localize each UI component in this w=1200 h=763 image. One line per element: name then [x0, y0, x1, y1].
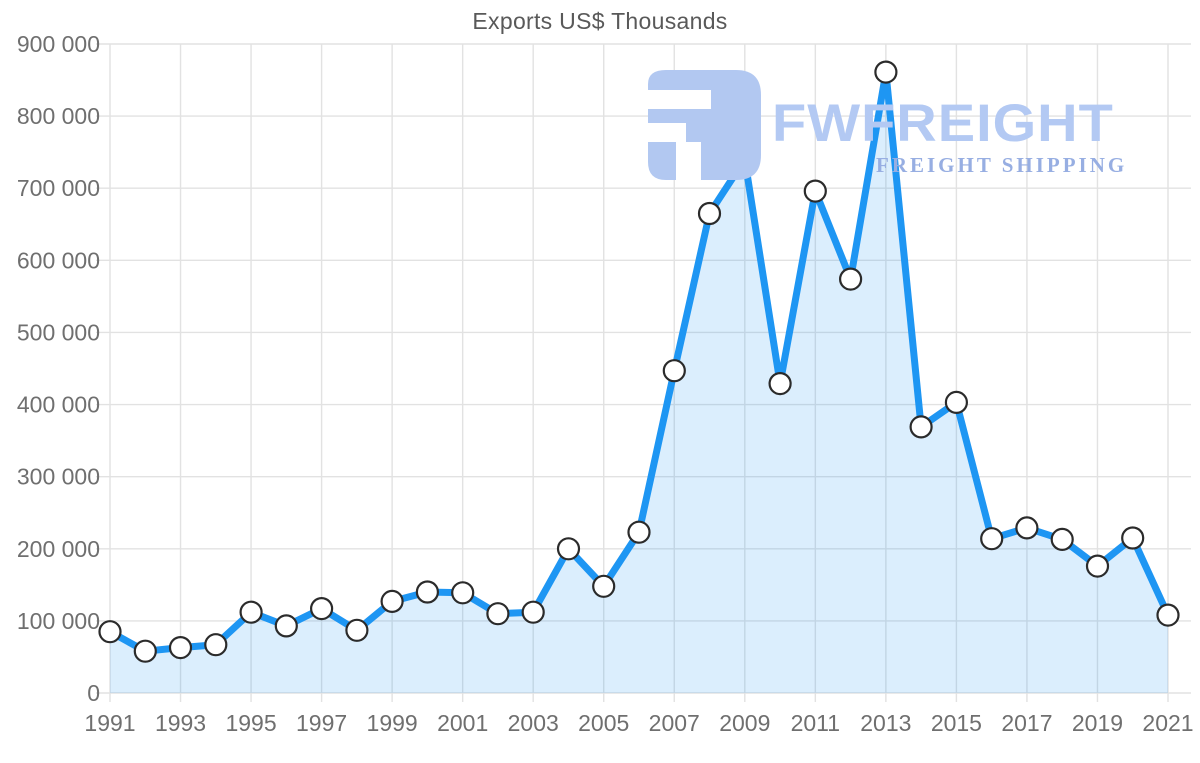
x-axis-tick-label: 1991 — [84, 710, 135, 736]
series-area-fill — [110, 72, 1168, 694]
data-point-1996[interactable] — [274, 614, 298, 638]
data-point-1994[interactable] — [204, 633, 228, 657]
data-point-2014[interactable] — [909, 415, 933, 439]
data-point-1999[interactable] — [380, 589, 404, 614]
data-point-1991[interactable] — [98, 620, 122, 644]
data-point-2004[interactable] — [556, 537, 581, 561]
x-axis-tick-label: 2017 — [1001, 710, 1052, 736]
x-axis-tick-label: 1999 — [367, 710, 418, 736]
x-axis-tick-label: 2007 — [649, 710, 700, 736]
data-point-2015[interactable] — [944, 390, 969, 414]
data-point-2008[interactable] — [697, 201, 722, 226]
data-point-2005[interactable] — [592, 574, 616, 598]
data-point-2018[interactable] — [1050, 527, 1074, 552]
data-point-2021[interactable] — [1156, 603, 1180, 627]
x-axis-tick-label: 1995 — [225, 710, 276, 736]
data-point-2010[interactable] — [768, 372, 792, 396]
chart-title: Exports US$ Thousands — [472, 8, 728, 34]
data-point-2007[interactable] — [662, 359, 686, 383]
x-axis-tick-label: 2005 — [578, 710, 629, 736]
x-axis-tick-label: 2021 — [1142, 710, 1193, 736]
x-axis-tick-label: 1993 — [155, 710, 206, 736]
data-point-2012[interactable] — [838, 267, 863, 291]
data-point-2019[interactable] — [1085, 554, 1110, 578]
data-point-2003[interactable] — [521, 600, 545, 624]
data-point-1998[interactable] — [345, 618, 369, 642]
x-axis-tick-label: 2019 — [1072, 710, 1123, 736]
x-axis-tick-label: 2013 — [860, 710, 911, 736]
data-point-2001[interactable] — [451, 581, 475, 605]
x-axis-tick-label: 2015 — [931, 710, 982, 736]
data-point-2016[interactable] — [980, 527, 1004, 551]
x-axis-tick-label: 2001 — [437, 710, 488, 736]
data-point-2000[interactable] — [415, 580, 439, 604]
y-axis-tick-label: 600 000 — [17, 247, 100, 273]
y-axis-tick-label: 0 — [87, 680, 100, 706]
data-point-2020[interactable] — [1121, 526, 1145, 550]
y-axis-tick-label: 300 000 — [17, 464, 100, 490]
data-point-2017[interactable] — [1015, 516, 1039, 540]
y-axis-tick-label: 200 000 — [17, 536, 100, 562]
x-axis-tick-label: 1997 — [296, 710, 347, 736]
data-point-1995[interactable] — [239, 600, 263, 624]
x-axis-tick-label: 2011 — [791, 710, 840, 736]
data-point-2002[interactable] — [486, 602, 510, 626]
data-point-1993[interactable] — [168, 635, 193, 660]
y-axis-tick-label: 700 000 — [17, 175, 100, 201]
data-point-2011[interactable] — [803, 179, 827, 203]
y-axis-tick-label: 500 000 — [17, 319, 100, 345]
y-axis-tick-label: 800 000 — [17, 103, 100, 129]
data-point-2009[interactable] — [733, 147, 757, 171]
y-axis-tick-label: 100 000 — [17, 608, 100, 634]
data-point-2006[interactable] — [627, 520, 651, 544]
data-point-1997[interactable] — [310, 596, 334, 621]
data-point-2013[interactable] — [874, 60, 898, 84]
data-point-1992[interactable] — [133, 639, 157, 663]
x-axis-tick-label: 2003 — [508, 710, 559, 736]
y-axis-tick-label: 400 000 — [17, 392, 100, 418]
y-axis-tick-label: 900 000 — [17, 31, 100, 57]
x-axis-tick-label: 2009 — [719, 710, 770, 736]
